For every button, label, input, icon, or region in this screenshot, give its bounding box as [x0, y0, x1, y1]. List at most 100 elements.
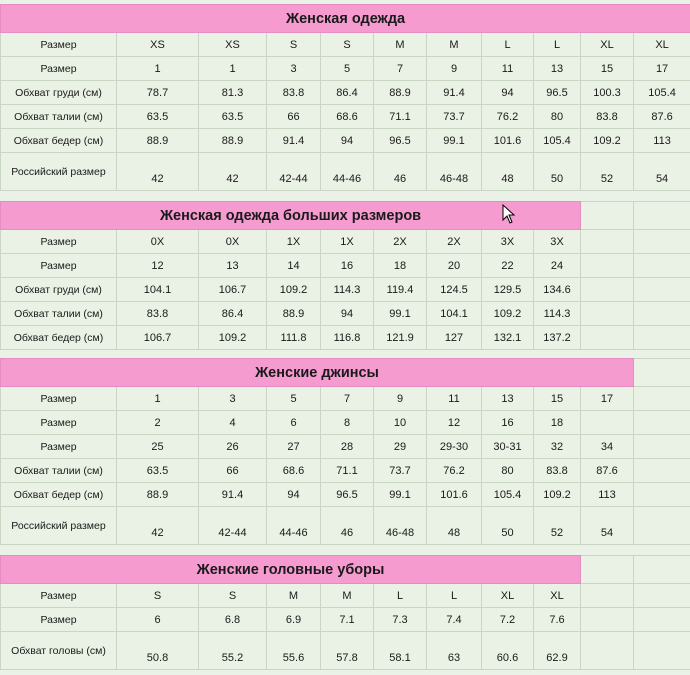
row-label: Обхват талии (см)	[0, 458, 117, 483]
row-label: Обхват бедер (см)	[0, 482, 117, 507]
empty-cell	[633, 358, 690, 387]
table-cell: 50	[533, 152, 581, 191]
table-cell: 26	[198, 434, 267, 459]
table-cell: 66	[266, 104, 321, 129]
table-cell: 3	[198, 386, 267, 411]
table-cell: 68.6	[320, 104, 374, 129]
table-cell: 3	[266, 56, 321, 81]
empty-cell	[580, 201, 635, 230]
table-cell: 48	[426, 506, 482, 545]
table-cell: 73.7	[426, 104, 482, 129]
row-label: Обхват бедер (см)	[0, 325, 117, 350]
table-cell: 17	[632, 56, 690, 81]
empty-cell	[633, 253, 690, 278]
table-cell: 87.6	[579, 458, 635, 483]
table-row: Обхват бедер (см) 106.7 109.2 111.8 116.8 121…	[0, 325, 690, 350]
table-cell: 109.2	[198, 325, 267, 350]
table-cell: 99.1	[373, 301, 427, 326]
table-cell: 4	[198, 410, 267, 435]
table-cell: 7	[373, 56, 427, 81]
table-cell: 80	[481, 458, 534, 483]
empty-cell	[633, 482, 690, 507]
empty-cell	[633, 583, 690, 608]
table-cell: 7.2	[481, 607, 534, 632]
size-table-section: Женская одежда Размер XS XS S S M M L L XL XL Размер…	[0, 4, 690, 191]
table-cell: 6	[266, 410, 321, 435]
row-label: Обхват груди (см)	[0, 277, 117, 302]
table-cell: 3X	[532, 229, 582, 254]
size-table-section: Женские джинсы Размер 1 3 5 7 9 11 13 15 17 Размер 2…	[0, 358, 690, 545]
table-cell: M	[426, 32, 482, 57]
row-label: Размер	[0, 434, 117, 459]
table-cell: 83.8	[266, 80, 321, 105]
table-cell: 113	[579, 482, 635, 507]
table-cell: 99.1	[373, 482, 427, 507]
empty-cell	[633, 325, 690, 350]
empty-cell	[633, 607, 690, 632]
size-table-section: Женские головные уборы Размер S S M M L L XL XL Ра…	[0, 555, 690, 670]
table-cell: 87.6	[632, 104, 690, 129]
empty-cell	[633, 410, 690, 435]
size-table: Женская одежда больших размеров Размер 0X 0…	[0, 201, 690, 350]
empty-cell	[633, 506, 690, 545]
table-cell: 6.9	[266, 607, 321, 632]
table-cell: 6	[116, 607, 199, 632]
table-row: Размер 1 1 3 5 7 9 11 13 15 17	[0, 56, 690, 81]
table-cell: 42	[198, 152, 267, 191]
table-cell: 1	[198, 56, 267, 81]
mouse-pointer-icon	[502, 204, 516, 224]
table-row: Российский размер 42 42 42-44 44-46 46 46-48 48…	[0, 152, 690, 191]
row-label: Обхват талии (см)	[0, 301, 117, 326]
table-cell: 96.5	[533, 80, 581, 105]
table-row: Размер S S M M L L XL XL	[0, 583, 690, 608]
table-cell: 106.7	[116, 325, 199, 350]
table-cell: 15	[533, 386, 581, 411]
table-cell: 66	[198, 458, 267, 483]
table-cell: 29-30	[426, 434, 482, 459]
table-cell: 137.2	[532, 325, 582, 350]
table-row: Размер 25 26 27 28 29 29-30 30-31 32 34	[0, 434, 690, 459]
table-cell: 17	[579, 386, 635, 411]
table-cell: 104.1	[116, 277, 199, 302]
table-cell: 55.6	[266, 631, 321, 670]
table-cell: 50.8	[116, 631, 199, 670]
table-cell: 12	[116, 253, 199, 278]
table-row: Обхват талии (см) 63.5 66 68.6 71.1 73.7 76.2 8…	[0, 458, 690, 483]
table-cell: 134.6	[532, 277, 582, 302]
table-cell: 91.4	[266, 128, 321, 153]
table-cell: 119.4	[373, 277, 427, 302]
table-cell: 18	[533, 410, 581, 435]
table-cell: 25	[116, 434, 199, 459]
row-label: Размер	[0, 583, 117, 608]
table-cell: 88.9	[266, 301, 321, 326]
table-cell: 88.9	[116, 128, 199, 153]
table-cell: 13	[481, 386, 534, 411]
table-cell: 52	[533, 506, 581, 545]
table-cell: 54	[579, 506, 635, 545]
table-cell: 16	[481, 410, 534, 435]
empty-cell	[633, 301, 690, 326]
empty-cell	[633, 631, 690, 670]
table-cell: 24	[532, 253, 582, 278]
table-cell: L	[533, 32, 581, 57]
table-cell: 13	[198, 253, 267, 278]
table-cell: 57.8	[320, 631, 374, 670]
table-cell: 71.1	[320, 458, 374, 483]
row-label: Размер	[0, 410, 117, 435]
row-label: Обхват бедер (см)	[0, 128, 117, 153]
table-row: Обхват бедер (см) 88.9 91.4 94 96.5 99.1 101.6…	[0, 482, 690, 507]
table-cell: M	[266, 583, 321, 608]
empty-cell	[633, 458, 690, 483]
table-cell: 81.3	[198, 80, 267, 105]
table-cell: 2X	[426, 229, 482, 254]
table-row: Российский размер 42 42-44 44-46 46 46-48 48 50…	[0, 506, 690, 545]
table-cell: 18	[373, 253, 427, 278]
table-row: Размер 6 6.8 6.9 7.1 7.3 7.4 7.2 7.6	[0, 607, 690, 632]
table-cell: 42-44	[266, 152, 321, 191]
table-cell: 71.1	[373, 104, 427, 129]
row-label: Размер	[0, 56, 117, 81]
table-cell: 7	[320, 386, 374, 411]
table-cell: 68.6	[266, 458, 321, 483]
table-cell: 50	[481, 506, 534, 545]
size-table: Женские джинсы Размер 1 3 5 7 9 11 13 15 17 Размер 2…	[0, 358, 690, 545]
